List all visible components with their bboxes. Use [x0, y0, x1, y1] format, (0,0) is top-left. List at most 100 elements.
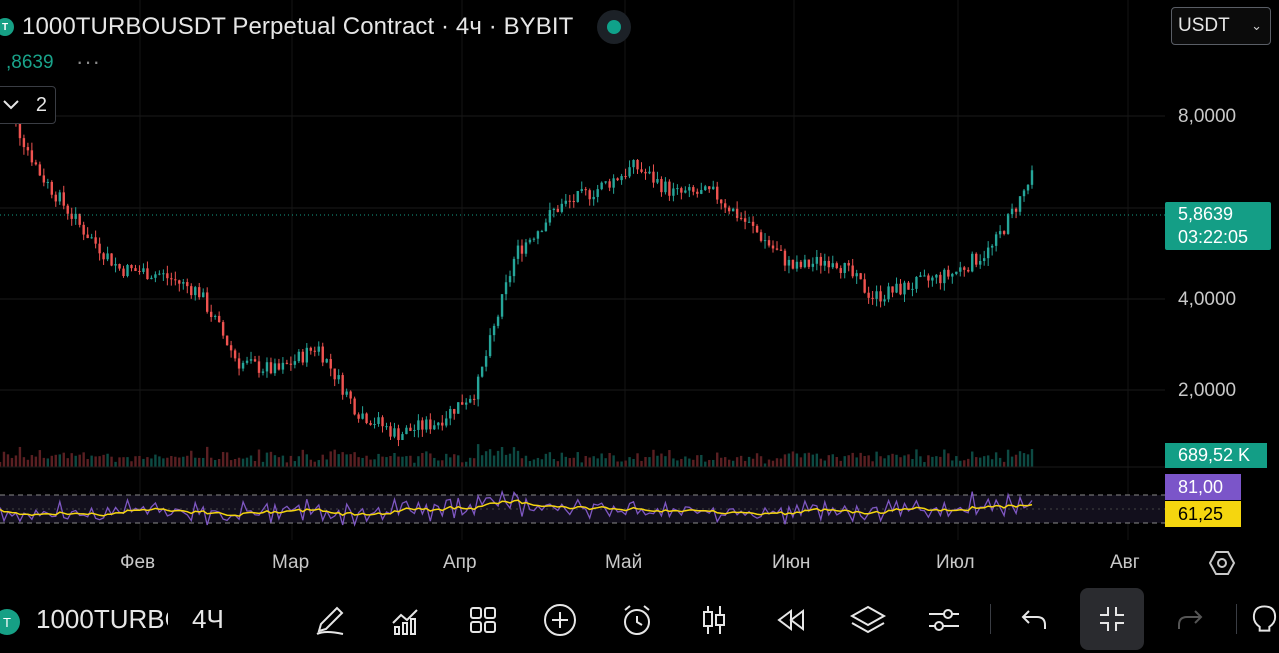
volume-bar	[747, 456, 751, 467]
candle-body	[417, 420, 420, 430]
volume-bar	[0, 461, 2, 467]
volume-bar	[532, 459, 536, 467]
volume-bar	[895, 454, 898, 467]
volume-bar	[779, 458, 783, 467]
candle-body	[751, 221, 755, 226]
candle-body	[313, 350, 316, 352]
candle-body	[86, 234, 89, 239]
candle-body	[588, 190, 591, 200]
volume-bar	[540, 459, 544, 467]
volume-bar	[464, 461, 468, 467]
volume-bar	[194, 457, 197, 467]
candle-body	[835, 263, 838, 269]
volume-bar	[799, 457, 803, 467]
volume-bar	[10, 457, 14, 467]
volume-bar	[640, 460, 643, 467]
candle-body	[205, 292, 209, 312]
rsi-line	[0, 489, 1033, 527]
volume-bar	[94, 456, 97, 467]
volume-bar	[759, 456, 763, 467]
volume-bar	[835, 456, 838, 467]
indicators-icon[interactable]	[384, 598, 428, 642]
candle-body	[624, 176, 627, 178]
ticker-button[interactable]: 1000TURBOUSDT	[36, 604, 168, 634]
more-dots-icon[interactable]: ···	[76, 49, 101, 74]
candle-body	[58, 192, 61, 202]
volume-bar	[955, 456, 958, 467]
indicators-collapse-toggle[interactable]: 2	[0, 86, 56, 124]
layout-icon[interactable]	[461, 598, 505, 642]
replay-icon[interactable]	[769, 598, 813, 642]
candle-body	[381, 417, 384, 427]
market-status-indicator[interactable]	[597, 10, 632, 44]
volume-bar	[253, 461, 257, 467]
candle-body	[480, 366, 484, 377]
volume-bar	[907, 454, 910, 467]
candle-body	[472, 398, 476, 400]
candle-body	[998, 231, 1002, 235]
volume-bar	[38, 450, 42, 467]
volume-bar	[516, 450, 520, 467]
volume-bar	[771, 460, 775, 467]
volume-bar	[1002, 461, 1006, 467]
candle-body	[947, 269, 950, 277]
volume-bar	[998, 457, 1002, 467]
volume-bar	[891, 453, 894, 467]
candle-body	[815, 256, 819, 264]
volume-bar	[951, 460, 954, 467]
layers-icon[interactable]	[846, 598, 890, 642]
volume-bar	[301, 449, 305, 467]
chart-header: T 1000TURBOUSDT Perpetual Contract · 4ч …	[0, 8, 632, 46]
redo-icon[interactable]	[1168, 598, 1212, 642]
candle-body	[66, 205, 69, 214]
candles-icon[interactable]	[692, 598, 736, 642]
currency-select[interactable]: USDT ⌄	[1171, 7, 1271, 45]
candle-body	[859, 273, 862, 280]
candle-body	[110, 253, 113, 266]
candle-body	[329, 359, 332, 369]
candle-body	[1010, 208, 1014, 215]
volume-bar	[142, 458, 145, 467]
settings-sliders-icon[interactable]	[922, 598, 966, 642]
volume-bar	[409, 455, 412, 467]
lightbulb-icon[interactable]	[1250, 598, 1279, 642]
candle-body	[823, 260, 827, 266]
volume-bar	[572, 457, 575, 467]
candle-body	[94, 237, 97, 244]
volume-bar	[241, 458, 245, 467]
rsi-value-badge: 61,25	[1165, 501, 1241, 527]
market-open-dot-icon	[607, 20, 622, 34]
volume-bars	[0, 444, 1165, 468]
candle-body	[170, 278, 173, 280]
candle-body	[62, 192, 65, 206]
alarm-icon[interactable]	[615, 598, 659, 642]
candle-body	[134, 268, 137, 271]
candle-body	[393, 428, 396, 437]
undo-icon[interactable]	[1012, 598, 1056, 642]
volume-bar	[1030, 449, 1034, 467]
volume-bar	[660, 453, 663, 467]
pen-icon[interactable]	[308, 598, 352, 642]
collapse-icon[interactable]	[1080, 588, 1144, 650]
volume-bar	[365, 455, 368, 467]
interval-button[interactable]: 4Ч	[192, 604, 224, 634]
candle-body	[544, 222, 548, 232]
candle-body	[672, 188, 675, 196]
candle-body	[975, 253, 978, 265]
candle-body	[385, 426, 388, 428]
volume-bar	[285, 462, 289, 467]
candle-body	[704, 186, 707, 191]
volume-bar	[377, 453, 380, 467]
candle-body	[915, 276, 918, 289]
add-icon[interactable]	[538, 598, 582, 642]
current-price: 5,8639	[1178, 204, 1234, 224]
volume-bar	[755, 453, 759, 467]
candle-body	[30, 150, 34, 163]
chart-settings-icon[interactable]	[1208, 549, 1236, 577]
volume-bar	[1014, 454, 1018, 467]
volume-bar	[146, 457, 149, 467]
candle-body	[429, 419, 432, 430]
candle-body	[225, 335, 229, 346]
symbol-title[interactable]: 1000TURBOUSDT Perpetual Contract · 4ч · …	[22, 13, 574, 40]
